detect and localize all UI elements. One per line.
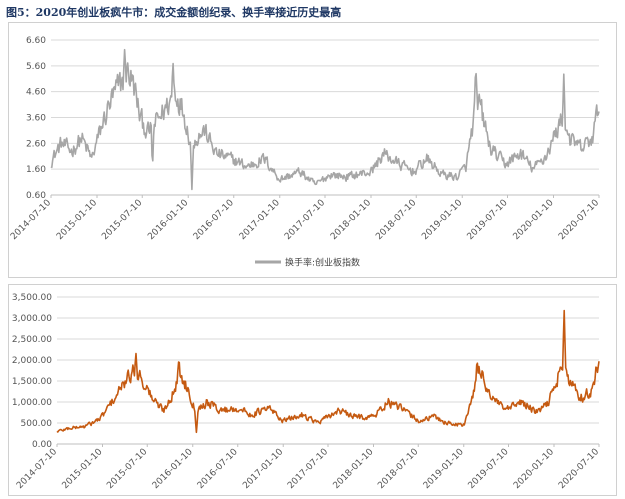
x-tick-label: 2019-07-10 [467, 447, 511, 491]
x-tick-label: 2018-01-10 [329, 198, 373, 242]
x-tick-label: 2016-07-10 [192, 198, 236, 242]
y-tick-label: 1,500.00 [12, 377, 52, 387]
x-tick-label: 2014-07-10 [9, 198, 53, 242]
x-tick-label: 2014-07-10 [15, 447, 59, 491]
series-line [56, 309, 600, 434]
x-tick-label: 2015-07-10 [105, 447, 149, 491]
x-tick-label: 2020-01-10 [512, 447, 556, 491]
y-tick-label: 3.60 [26, 114, 46, 124]
x-tick-label: 2017-01-10 [238, 198, 282, 242]
y-tick-label: 2,500.00 [12, 335, 52, 345]
legend-label: 换手率:创业板指数 [285, 257, 360, 269]
y-tick-label: 0.00 [32, 440, 52, 450]
x-tick-label: 2016-07-10 [196, 447, 240, 491]
y-tick-label: 3,000.00 [12, 314, 52, 324]
x-tick-label: 2019-07-10 [466, 198, 510, 242]
x-tick-label: 2018-07-10 [374, 198, 418, 242]
y-tick-label: 6.60 [26, 36, 46, 46]
x-tick-label: 2017-07-10 [283, 198, 327, 242]
x-tick-label: 2020-07-10 [557, 447, 601, 491]
turnover-chart-panel: 0.60 1.60 2.60 3.60 4.60 5.60 6.60 2014-07-10 20… [8, 22, 617, 278]
volume-chart: 0.00 500.00 1,000.00 1,500.00 2,000.00 2,500.… [12, 293, 601, 491]
y-tick-label: 500.00 [21, 419, 53, 429]
x-tick-label: 2020-07-10 [557, 198, 601, 242]
series-line [50, 48, 600, 191]
x-tick-label: 2015-01-10 [55, 198, 99, 242]
x-tick-label: 2015-01-10 [61, 447, 105, 491]
x-tick-label: 2015-07-10 [100, 198, 144, 242]
figure-title: 图5：2020年创业板疯牛市：成交金额创纪录、换手率接近历史最高 [6, 6, 342, 19]
x-tick-label: 2019-01-10 [420, 198, 464, 242]
x-tick-label: 2017-07-10 [286, 447, 330, 491]
x-tick-label: 2017-01-10 [241, 447, 285, 491]
volume-chart-panel: 0.00 500.00 1,000.00 1,500.00 2,000.00 2,500.… [8, 284, 617, 496]
y-tick-label: 1.60 [26, 165, 46, 175]
y-tick-label: 2,000.00 [12, 356, 52, 366]
x-tick-label: 2018-07-10 [376, 447, 420, 491]
y-tick-label: 1,000.00 [12, 398, 52, 408]
x-tick-label: 2018-01-10 [332, 447, 376, 491]
y-tick-label: 3,500.00 [12, 293, 52, 303]
y-tick-label: 2.60 [26, 139, 46, 149]
y-tick-label: 5.60 [26, 62, 46, 72]
x-tick-label: 2019-01-10 [422, 447, 466, 491]
x-tick-label: 2016-01-10 [146, 198, 190, 242]
y-tick-label: 4.60 [26, 88, 46, 98]
y-tick-label: 0.60 [26, 191, 46, 201]
x-tick-label: 2016-01-10 [151, 447, 195, 491]
x-tick-label: 2020-01-10 [512, 198, 556, 242]
